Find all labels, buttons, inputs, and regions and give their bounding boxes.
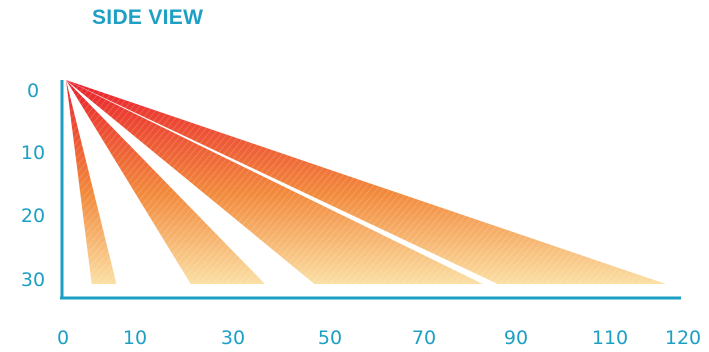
x-tick-label: 70: [412, 327, 436, 349]
diagram-title: SIDE VIEW: [92, 6, 204, 29]
beam-1: [66, 80, 117, 284]
x-tick-label: 110: [592, 327, 628, 349]
x-tick-label: 90: [504, 327, 528, 349]
y-tick-labels: 0 10 20 30: [21, 80, 45, 291]
beam-4-texture: [66, 80, 666, 284]
beam-4: [66, 80, 666, 284]
beam-2-texture: [66, 80, 265, 284]
y-tick-label: 0: [27, 80, 39, 102]
axes: [60, 80, 681, 300]
y-tick-label: 10: [21, 142, 45, 164]
x-tick-label: 30: [221, 327, 245, 349]
x-tick-label: 0: [57, 327, 69, 349]
beam-3: [66, 80, 483, 284]
y-tick-label: 20: [21, 205, 45, 227]
beam-1-texture: [66, 80, 117, 284]
beam-3-texture: [66, 80, 483, 284]
x-tick-labels: 0 10 30 50 70 90 110 120: [57, 327, 701, 349]
y-tick-label: 30: [21, 269, 45, 291]
x-tick-label: 10: [123, 327, 147, 349]
beams: [66, 80, 666, 284]
x-tick-label: 120: [665, 327, 701, 349]
x-tick-label: 50: [318, 327, 342, 349]
beam-2: [66, 80, 265, 284]
